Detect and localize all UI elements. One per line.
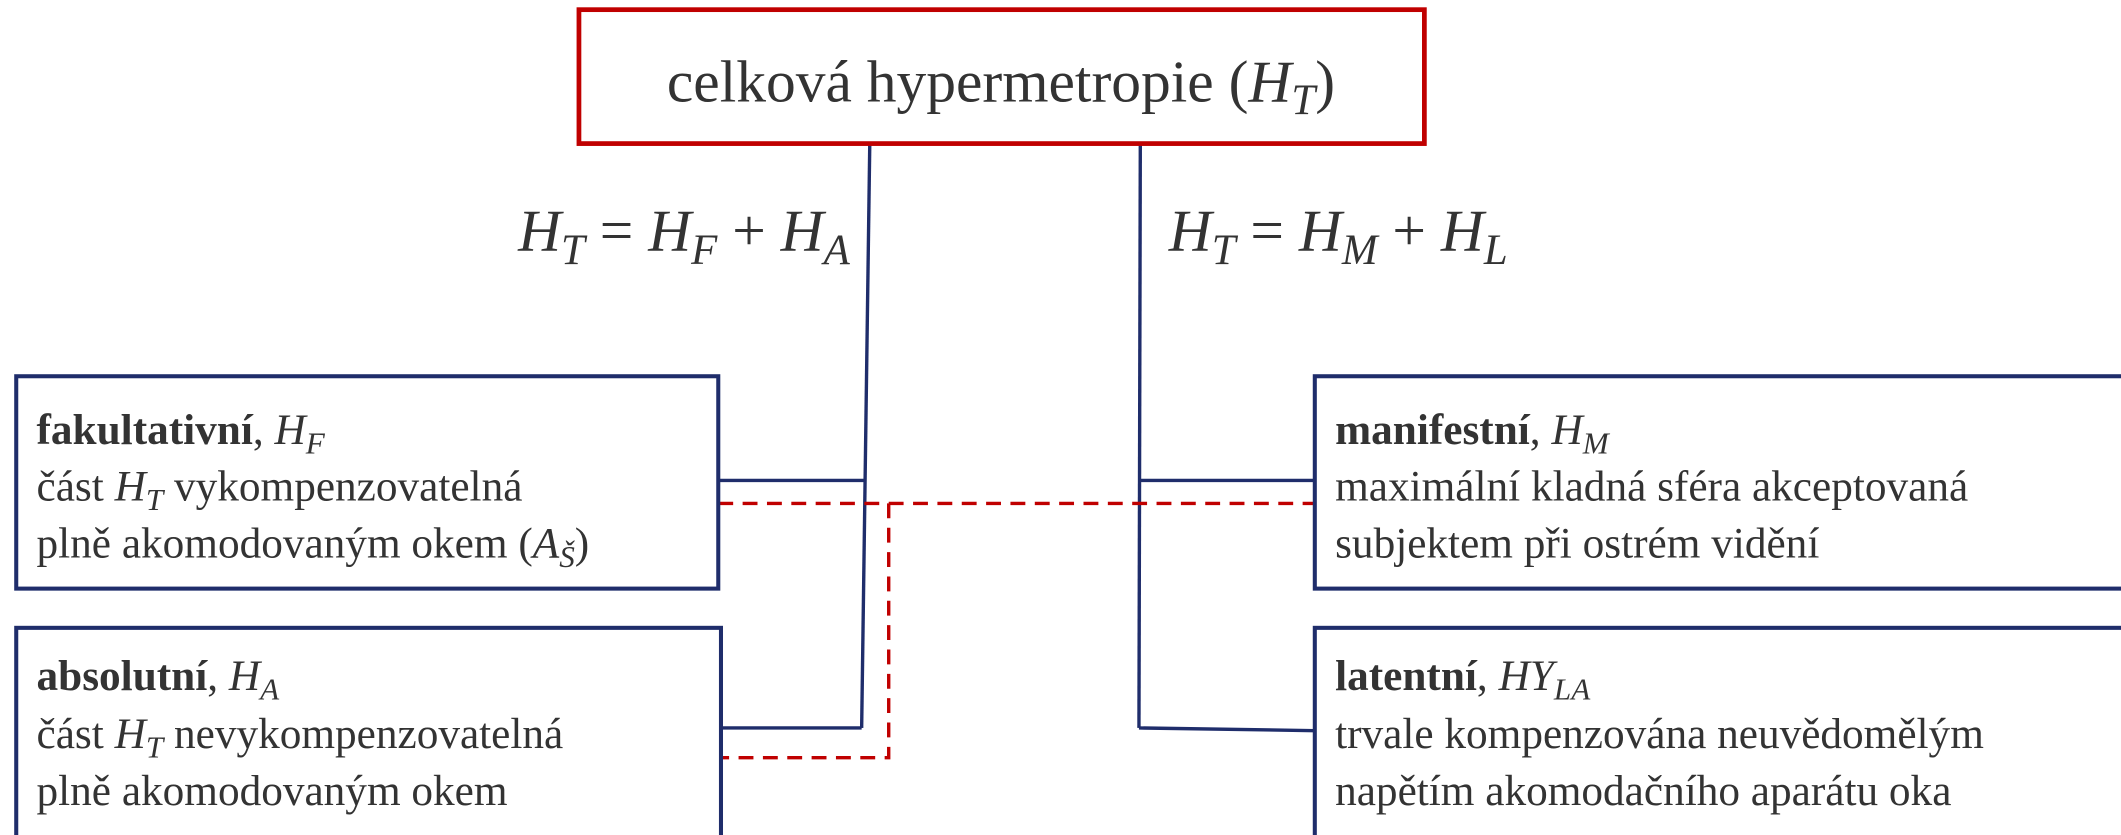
node-heading: absolutní, HA (37, 652, 281, 706)
text-part: , (207, 652, 229, 700)
text-part: ) (575, 520, 589, 568)
text-part: = (1236, 197, 1299, 263)
text-part: fakultativní (37, 406, 254, 454)
text-part: H (274, 406, 309, 454)
text-part: T (1212, 227, 1239, 274)
text-part: H (517, 197, 564, 263)
text-part: trvale kompenzována neuvědomělým (1335, 710, 1984, 758)
text-part: M (1582, 425, 1611, 460)
text-part: ) (1315, 49, 1335, 115)
text-part: plně akomodovaným okem ( (37, 520, 533, 568)
node-heading: manifestní, HM (1335, 406, 1611, 460)
text-part: H (228, 652, 263, 700)
node-heading: latentní, HYLA (1335, 652, 1591, 706)
text-part: + (717, 197, 780, 263)
text-part: A (258, 672, 280, 707)
node-text: latentní, HYLA trvale kompenzována neuvě… (1335, 652, 1984, 815)
dashed-link (720, 503, 891, 760)
connector (1138, 726, 1315, 733)
node-line: maximální kladná sféra akceptovaná (1335, 463, 1968, 511)
text-part: L (1483, 227, 1508, 274)
node-text: fakultativní, HF část HT vykompenzovatel… (37, 406, 590, 574)
text-part: H (1298, 197, 1345, 263)
text-part: latentní (1335, 652, 1478, 700)
text-part: , (253, 406, 275, 454)
node-text: absolutní, HA část HT nevykompenzovateln… (37, 652, 564, 815)
text-part: A (821, 227, 851, 274)
text-part: + (1378, 197, 1441, 263)
node-line: část HT vykompenzovatelná (37, 463, 523, 517)
text-part: , (1530, 406, 1552, 454)
root-label: celková hypermetropie (HT) (667, 49, 1335, 124)
connector (1137, 143, 1142, 728)
text-part: LA (1553, 672, 1591, 707)
text-part: T (1291, 77, 1318, 124)
node-heading: fakultativní, HF (37, 406, 326, 460)
text-part: H (114, 463, 149, 511)
text-part: = (585, 197, 648, 263)
text-part: napětím akomodačního aparátu oka (1335, 767, 1951, 815)
text-part: H (780, 197, 827, 263)
node-box (14, 374, 721, 591)
text-part: F (690, 227, 718, 274)
text-part: absolutní (37, 652, 209, 700)
text-part: plně akomodovaným okem (37, 767, 508, 815)
text-part: H (114, 710, 149, 758)
formula-right: HT = HM + HL (1168, 197, 1508, 274)
node-text: manifestní, HM maximální kladná sféra ak… (1335, 406, 1968, 568)
node-line: plně akomodovaným okem (AŠ) (37, 520, 590, 574)
node-box (1312, 625, 2121, 835)
text-part: H (1168, 197, 1215, 263)
node-line: napětím akomodačního aparátu oka (1335, 767, 1951, 815)
text-part: nevykompenzovatelná (163, 710, 563, 758)
connectors (718, 143, 1315, 733)
text-part: , (1477, 652, 1499, 700)
text-part: HY (1498, 652, 1558, 700)
text-part: F (305, 425, 326, 460)
node-line: plně akomodovaným okem (37, 767, 508, 815)
text-part: H (1440, 197, 1487, 263)
node-line: subjektem při ostrém vidění (1335, 520, 1819, 568)
text-part: M (1341, 227, 1380, 274)
formula-left: HT = HF + HA (517, 197, 851, 274)
node-line: část HT nevykompenzovatelná (37, 710, 564, 764)
node-boxes (14, 374, 2121, 835)
text-part: T (561, 227, 588, 274)
text-part: vykompenzovatelná (163, 463, 522, 511)
node-box (14, 625, 724, 835)
text-part: maximální kladná sféra akceptovaná (1335, 463, 1968, 511)
node-line: trvale kompenzována neuvědomělým (1335, 710, 1984, 758)
text-part: část (37, 710, 115, 758)
text-part: H (1247, 49, 1294, 115)
dashed-links (718, 501, 1315, 760)
text-part: T (146, 482, 166, 517)
text-part: manifestní (1335, 406, 1531, 454)
connector (859, 143, 872, 728)
text-part: T (146, 730, 166, 765)
root-box (576, 7, 1427, 146)
text-part: část (37, 463, 115, 511)
text-part: celková hypermetropie ( (667, 49, 1249, 115)
text-part: H (1550, 406, 1585, 454)
text-part: subjektem při ostrém vidění (1335, 520, 1819, 568)
text-part: H (647, 197, 694, 263)
text-part: Š (559, 539, 575, 574)
text-part: A (530, 520, 560, 568)
node-box (1312, 374, 2121, 591)
